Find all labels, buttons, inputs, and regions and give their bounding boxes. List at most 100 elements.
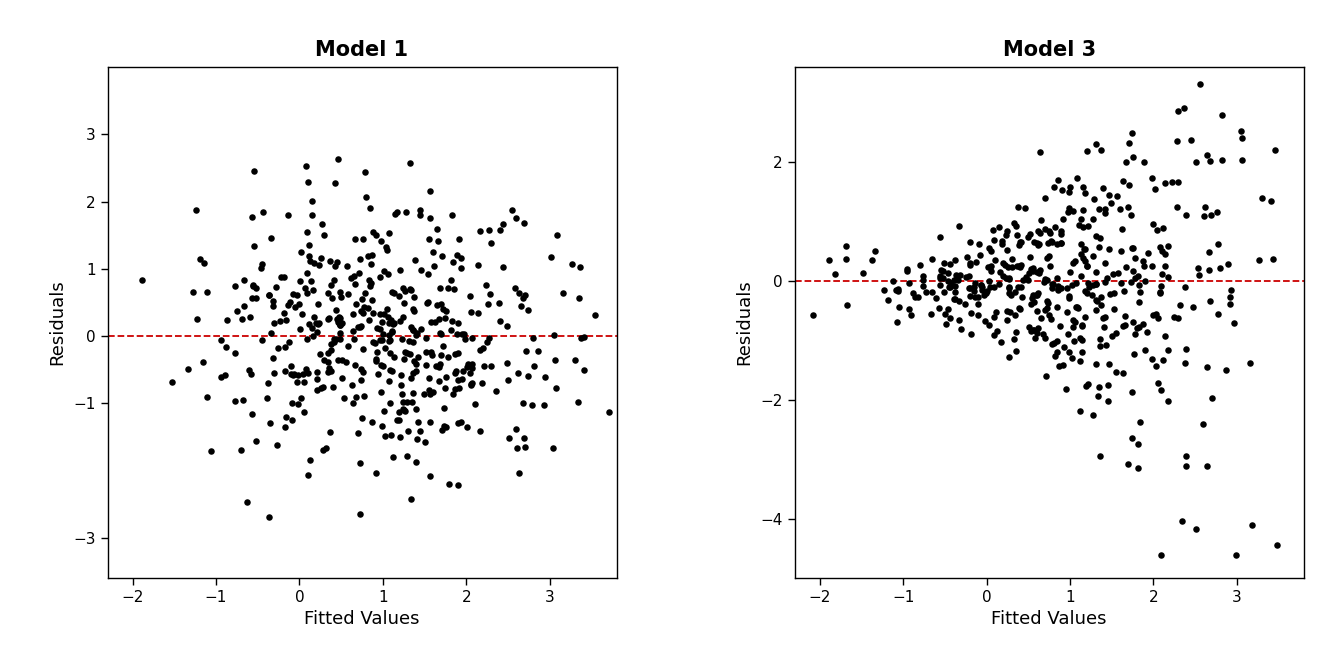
Point	[430, 299, 452, 310]
Point	[328, 355, 349, 366]
Point	[378, 318, 399, 329]
Point	[352, 234, 374, 245]
Point	[543, 330, 564, 341]
Point	[430, 282, 452, 293]
Point	[980, 265, 1001, 276]
Point	[306, 374, 328, 384]
Point	[392, 353, 414, 364]
Point	[1231, 155, 1253, 165]
Point	[1114, 311, 1136, 322]
Point	[1175, 282, 1196, 292]
Point	[958, 270, 980, 281]
Point	[132, 275, 153, 286]
Point	[1087, 390, 1109, 401]
Point	[461, 363, 482, 374]
Point	[1169, 300, 1191, 310]
Point	[1017, 232, 1039, 243]
Point	[402, 325, 423, 336]
Point	[402, 368, 423, 378]
Point	[972, 284, 993, 295]
Point	[401, 493, 422, 504]
Point	[442, 210, 464, 220]
Point	[1074, 244, 1095, 255]
Point	[1019, 321, 1040, 332]
Point	[284, 368, 305, 379]
Point	[435, 305, 457, 316]
Point	[344, 271, 366, 282]
Point	[562, 259, 583, 269]
Point	[489, 224, 511, 235]
Point	[367, 368, 388, 379]
Point	[224, 396, 246, 407]
Point	[1034, 304, 1055, 315]
Point	[349, 253, 371, 264]
Point	[266, 440, 288, 451]
Point	[1050, 226, 1071, 237]
Point	[466, 308, 488, 319]
Point	[296, 364, 317, 374]
Point	[921, 253, 942, 264]
Point	[1077, 260, 1098, 271]
Point	[325, 257, 347, 268]
Point	[312, 382, 333, 392]
Point	[1150, 550, 1172, 560]
Point	[570, 333, 591, 343]
Point	[310, 382, 332, 393]
Point	[448, 374, 469, 385]
Point	[1090, 300, 1111, 310]
Point	[1042, 283, 1063, 294]
Point	[345, 299, 367, 310]
Point	[309, 260, 331, 271]
Point	[406, 433, 427, 444]
Point	[939, 259, 961, 269]
Point	[473, 360, 495, 371]
Point	[382, 326, 403, 337]
Point	[246, 435, 267, 446]
Point	[280, 361, 301, 372]
Point	[939, 313, 961, 324]
Point	[929, 232, 950, 243]
Point	[359, 202, 380, 213]
Point	[410, 425, 431, 436]
Point	[320, 427, 341, 437]
Point	[352, 343, 374, 354]
Point	[1141, 260, 1163, 271]
Point	[1077, 288, 1098, 298]
Point	[329, 319, 351, 330]
Point	[991, 235, 1012, 246]
Point	[392, 311, 414, 322]
Point	[388, 407, 410, 417]
Point	[332, 373, 353, 384]
Point	[1134, 276, 1156, 286]
Point	[429, 362, 450, 372]
Point	[426, 300, 448, 310]
Point	[410, 265, 431, 276]
Point	[1154, 261, 1176, 271]
Point	[496, 321, 517, 331]
Point	[934, 308, 956, 319]
Point	[546, 230, 567, 241]
Point	[1331, 497, 1344, 507]
Point	[1083, 194, 1105, 204]
Point	[977, 286, 999, 297]
Point	[960, 283, 981, 294]
Point	[278, 337, 300, 348]
Point	[1023, 262, 1044, 273]
Point	[1188, 269, 1210, 280]
Point	[900, 310, 922, 321]
X-axis label: Fitted Values: Fitted Values	[992, 610, 1107, 628]
Point	[938, 282, 960, 292]
Point	[1074, 256, 1095, 267]
Point	[370, 335, 391, 345]
Point	[391, 334, 413, 345]
Point	[1011, 237, 1032, 247]
Point	[294, 283, 316, 294]
Point	[1044, 222, 1066, 233]
Point	[362, 226, 383, 237]
Point	[512, 398, 534, 409]
Point	[1007, 229, 1028, 240]
Point	[1199, 246, 1220, 257]
Point	[370, 272, 391, 283]
Point	[376, 303, 398, 314]
Point	[945, 286, 966, 297]
